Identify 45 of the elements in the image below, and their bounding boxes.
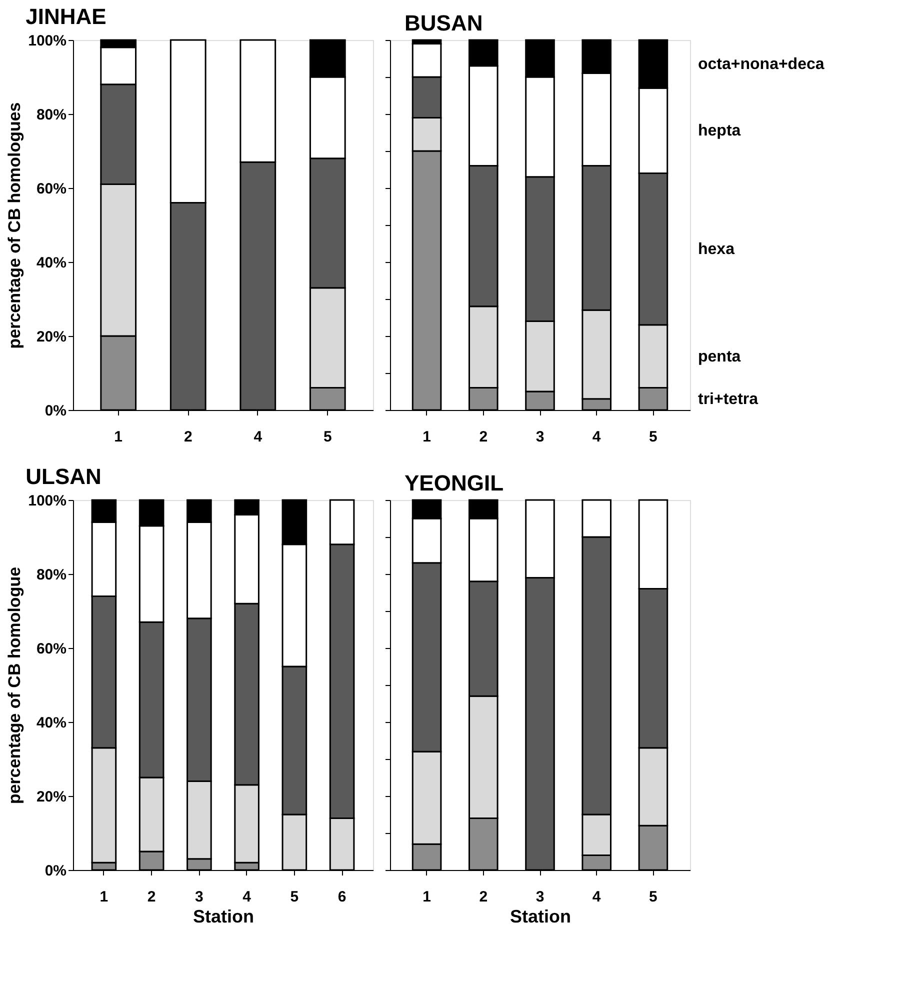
y-tick-label: 0% <box>44 862 66 880</box>
x-tick-label: 1 <box>100 888 108 906</box>
series-label: penta <box>698 348 741 366</box>
y-tick-label: 40% <box>36 714 66 732</box>
y-tick-label: 100% <box>28 32 66 50</box>
x-tick-label: 1 <box>422 428 431 446</box>
y-tick-label: 20% <box>36 788 66 806</box>
y-tick-label: 60% <box>36 640 66 658</box>
y-tick-label: 80% <box>36 566 66 584</box>
y-tick-label: 0% <box>44 402 66 420</box>
y-tick-label: 40% <box>36 254 66 272</box>
x-tick-label: 5 <box>323 428 332 446</box>
y-axis-title: percentage of CB homologue <box>5 566 24 804</box>
chart-title: BUSAN <box>404 10 483 36</box>
series-label: tri+tetra <box>698 390 758 408</box>
y-tick-label: 20% <box>36 328 66 346</box>
x-tick-label: 3 <box>536 888 544 906</box>
chart-title: ULSAN <box>26 464 102 489</box>
y-axis-title: percentage of CB homologues <box>5 102 24 349</box>
x-tick-label: 5 <box>290 888 299 906</box>
x-tick-label: 5 <box>649 888 658 906</box>
x-tick-label: 3 <box>195 888 204 906</box>
chart-title: JINHAE <box>26 4 106 29</box>
x-tick-label: 2 <box>479 888 488 906</box>
x-tick-label: 2 <box>184 428 192 446</box>
series-label: octa+nona+deca <box>698 56 824 74</box>
series-label: hepta <box>698 122 741 140</box>
x-tick-label: 1 <box>422 888 431 906</box>
x-tick-label: 5 <box>649 428 658 446</box>
x-tick-label: 1 <box>114 428 123 446</box>
x-tick-label: 2 <box>479 428 488 446</box>
chart-title: YEONGIL <box>404 470 504 496</box>
x-tick-label: 3 <box>536 428 544 446</box>
x-tick-label: 4 <box>592 888 602 906</box>
x-axis-title: Station <box>510 906 571 926</box>
x-axis-title: Station <box>193 906 254 926</box>
x-tick-label: 4 <box>254 428 263 446</box>
x-tick-label: 4 <box>242 888 252 906</box>
x-tick-label: 4 <box>592 428 602 446</box>
y-tick-label: 100% <box>28 492 66 510</box>
y-tick-label: 80% <box>36 106 66 124</box>
x-tick-label: 6 <box>338 888 346 906</box>
y-tick-label: 60% <box>36 180 66 198</box>
x-tick-label: 2 <box>147 888 156 906</box>
series-label: hexa <box>698 241 735 258</box>
